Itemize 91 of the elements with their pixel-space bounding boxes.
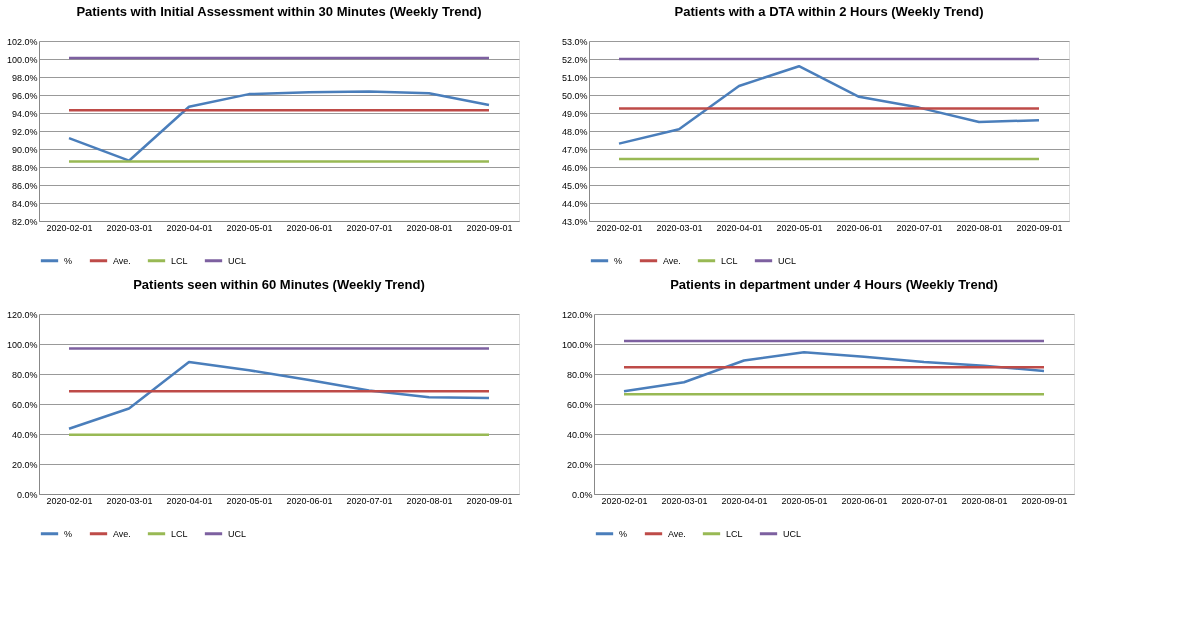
y-tick-label: 96.0% — [11, 90, 38, 101]
x-tick-label: 2020-05-01 — [776, 222, 823, 233]
x-tick-label: 2020-05-01 — [781, 495, 828, 506]
line-series — [67, 360, 491, 430]
x-tick-label: 2020-04-01 — [716, 222, 763, 233]
x-tick-label: 2020-06-01 — [286, 495, 333, 506]
y-tick-label: 49.0% — [561, 108, 588, 119]
x-tick-label: 2020-06-01 — [286, 222, 333, 233]
y-tick-label: 98.0% — [11, 72, 38, 83]
x-tick-label: 2020-07-01 — [901, 495, 948, 506]
x-tick-label: 2020-02-01 — [46, 222, 93, 233]
legend-label: UCL — [228, 528, 247, 539]
y-tick-label: 43.0% — [561, 216, 588, 227]
x-tick-label: 2020-02-01 — [596, 222, 643, 233]
x-tick-label: 2020-07-01 — [346, 222, 393, 233]
y-tick-label: 90.0% — [11, 144, 38, 155]
x-tick-label: 2020-03-01 — [106, 495, 153, 506]
y-tick-label: 20.0% — [566, 459, 593, 470]
y-tick-label: 100.0% — [6, 339, 38, 350]
x-tick-label: 2020-09-01 — [466, 495, 513, 506]
legend-label: % — [64, 255, 73, 266]
x-tick-label: 2020-03-01 — [106, 222, 153, 233]
y-tick-label: 86.0% — [11, 180, 38, 191]
legend-label: Ave. — [668, 528, 686, 539]
y-tick-label: 40.0% — [11, 429, 38, 440]
x-tick-label: 2020-08-01 — [961, 495, 1008, 506]
y-tick-label: 48.0% — [561, 126, 588, 137]
y-tick-label: 46.0% — [561, 162, 588, 173]
x-tick-label: 2020-04-01 — [721, 495, 768, 506]
x-tick-label: 2020-06-01 — [836, 222, 883, 233]
y-tick-label: 50.0% — [561, 90, 588, 101]
legend-label: UCL — [778, 255, 797, 266]
x-tick-label: 2020-09-01 — [1021, 495, 1068, 506]
y-tick-label: 120.0% — [561, 309, 593, 320]
y-tick-label: 47.0% — [561, 144, 588, 155]
legend-label: % — [64, 528, 73, 539]
y-tick-label: 80.0% — [11, 369, 38, 380]
legend-label: LCL — [171, 255, 188, 266]
y-tick-label: 94.0% — [11, 108, 38, 119]
legend-label: LCL — [171, 528, 188, 539]
legend-label: Ave. — [113, 528, 131, 539]
x-tick-label: 2020-05-01 — [226, 222, 273, 233]
y-tick-label: 0.0% — [571, 489, 593, 500]
y-tick-label: 44.0% — [561, 198, 588, 209]
line-series — [67, 90, 491, 162]
legend-label: LCL — [726, 528, 743, 539]
y-tick-label: 60.0% — [566, 399, 593, 410]
x-tick-label: 2020-02-01 — [601, 495, 648, 506]
y-tick-label: 92.0% — [11, 126, 38, 137]
line-series — [617, 64, 1041, 145]
chart-title: Patients in department under 4 Hours (Weekly Trend) — [670, 277, 998, 292]
y-tick-label: 53.0% — [561, 36, 588, 47]
y-tick-label: 20.0% — [11, 459, 38, 470]
x-tick-label: 2020-07-01 — [346, 495, 393, 506]
y-tick-label: 0.0% — [16, 489, 38, 500]
y-tick-label: 100.0% — [6, 54, 38, 65]
x-tick-label: 2020-04-01 — [166, 495, 213, 506]
legend-label: Ave. — [663, 255, 681, 266]
legend-label: % — [614, 255, 623, 266]
x-tick-label: 2020-08-01 — [406, 222, 453, 233]
x-tick-label: 2020-07-01 — [896, 222, 943, 233]
chart-title: Patients with Initial Assessment within 30 Minutes (Weekly Trend) — [76, 4, 482, 19]
y-tick-label: 40.0% — [566, 429, 593, 440]
x-tick-label: 2020-05-01 — [226, 495, 273, 506]
x-tick-label: 2020-08-01 — [956, 222, 1003, 233]
y-tick-label: 82.0% — [11, 216, 38, 227]
y-tick-label: 102.0% — [6, 36, 38, 47]
legend-label: % — [619, 528, 628, 539]
legend-label: UCL — [783, 528, 802, 539]
y-tick-label: 51.0% — [561, 72, 588, 83]
x-tick-label: 2020-08-01 — [406, 495, 453, 506]
x-tick-label: 2020-06-01 — [841, 495, 888, 506]
chart-title: Patients seen within 60 Minutes (Weekly Trend) — [133, 277, 425, 292]
y-tick-label: 52.0% — [561, 54, 588, 65]
y-tick-label: 80.0% — [566, 369, 593, 380]
y-tick-label: 100.0% — [561, 339, 593, 350]
y-tick-label: 120.0% — [6, 309, 38, 320]
y-tick-label: 84.0% — [11, 198, 38, 209]
x-tick-label: 2020-02-01 — [46, 495, 93, 506]
x-tick-label: 2020-03-01 — [656, 222, 703, 233]
x-tick-label: 2020-09-01 — [1016, 222, 1063, 233]
legend-label: UCL — [228, 255, 247, 266]
x-tick-label: 2020-09-01 — [466, 222, 513, 233]
y-tick-label: 45.0% — [561, 180, 588, 191]
chart-title: Patients with a DTA within 2 Hours (Weekly Trend) — [674, 4, 984, 19]
y-tick-label: 60.0% — [11, 399, 38, 410]
legend-label: LCL — [721, 255, 738, 266]
x-tick-label: 2020-04-01 — [166, 222, 213, 233]
legend-label: Ave. — [113, 255, 131, 266]
y-tick-label: 88.0% — [11, 162, 38, 173]
x-tick-label: 2020-03-01 — [661, 495, 708, 506]
